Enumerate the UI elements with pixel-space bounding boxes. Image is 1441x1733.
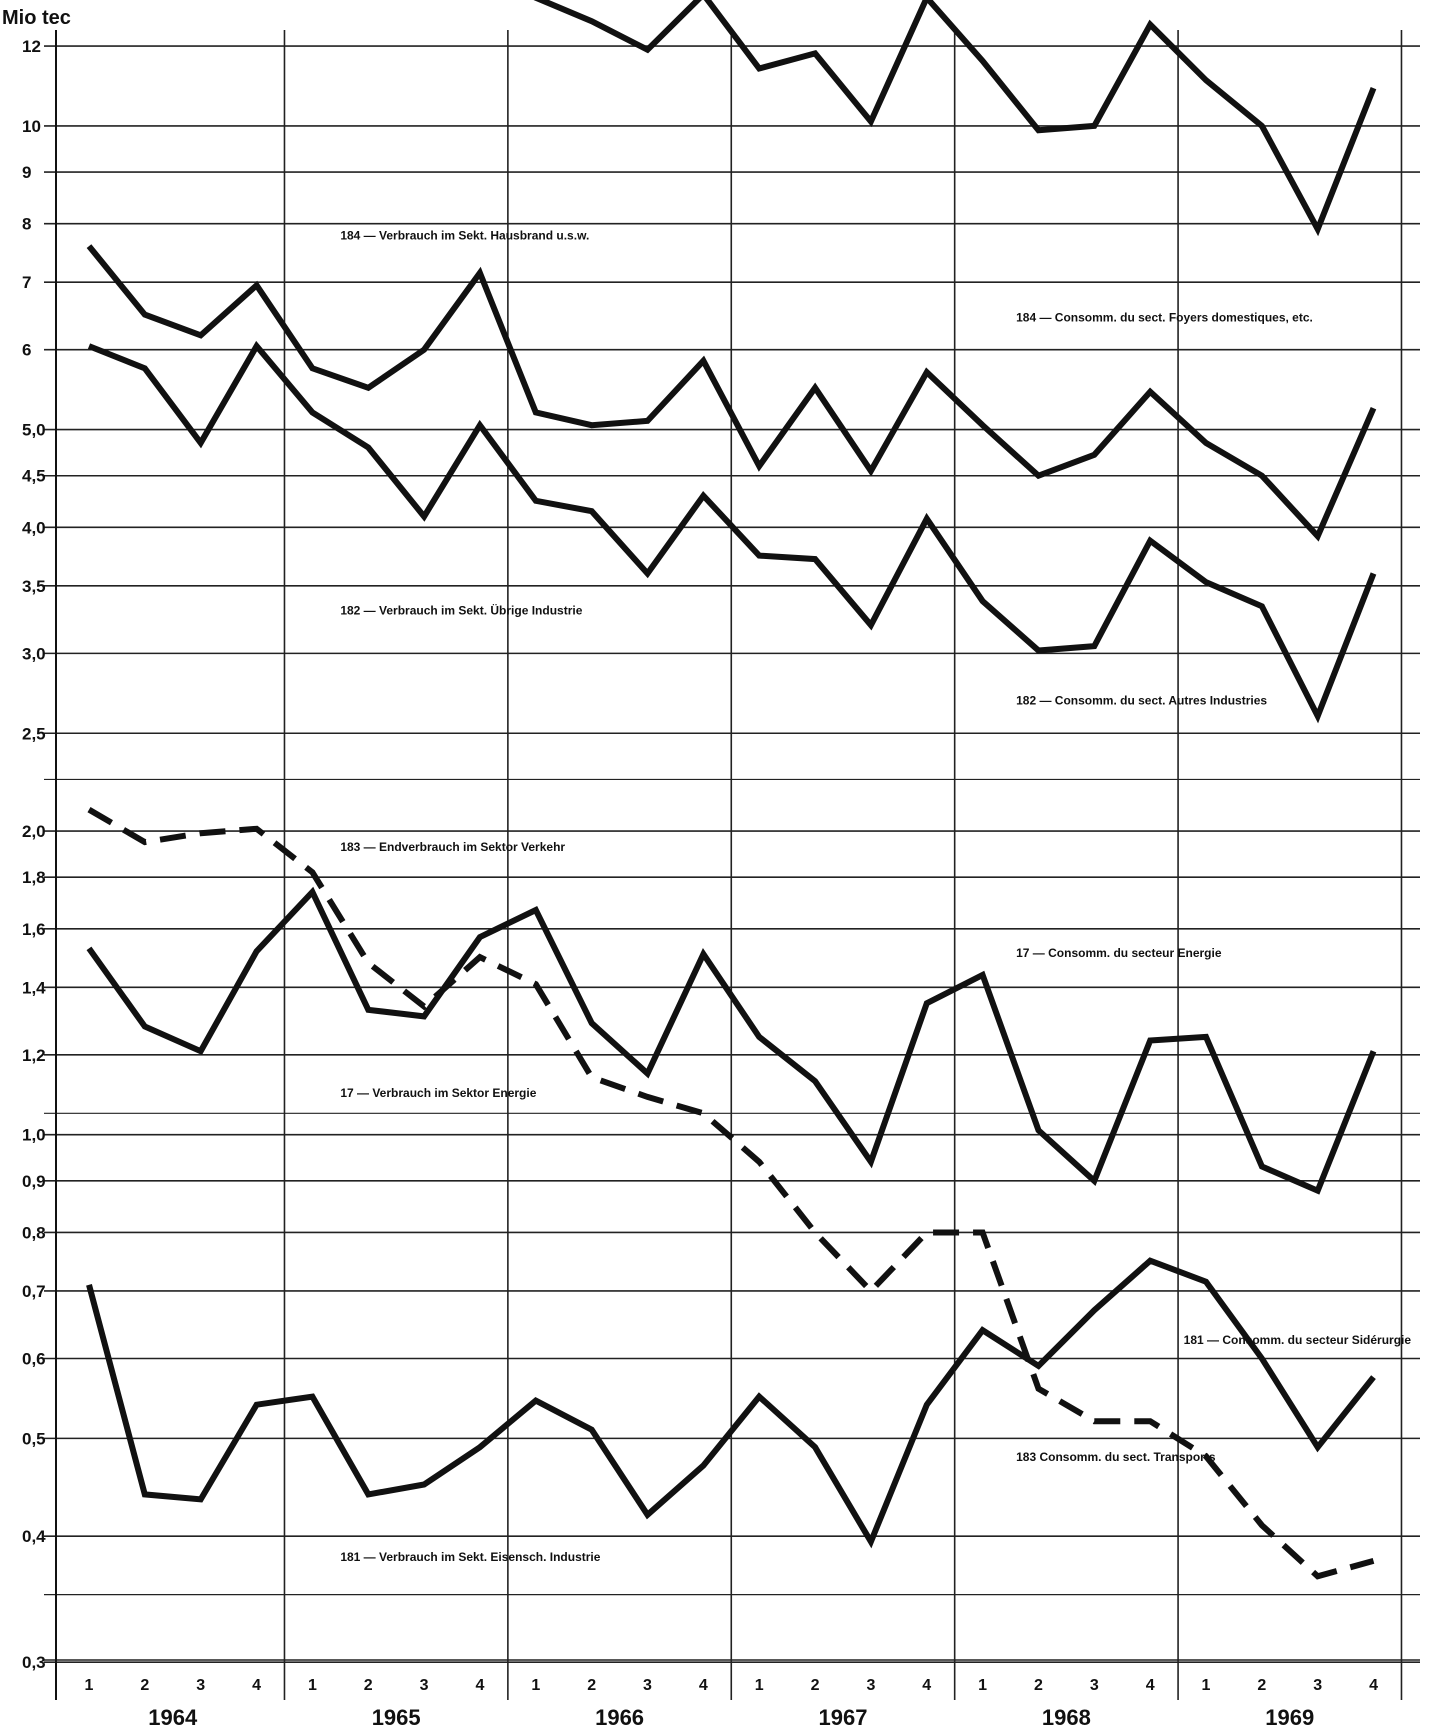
x-quarter-label: 4 [1369, 1677, 1378, 1694]
series-annotation-184: 184 — Consomm. du sect. Foyers domestiqu… [1016, 310, 1313, 324]
x-quarter-label: 3 [643, 1677, 652, 1694]
x-quarter-label: 1 [531, 1677, 540, 1694]
y-axis-unit-label: Mio tec [2, 7, 71, 29]
x-year-label: 1965 [372, 1705, 421, 1730]
y-tick-label: 10 [22, 117, 41, 136]
series-line-183 [87, 807, 1375, 1580]
series-annotation-183: 183 Consomm. du sect. Transports [1016, 1450, 1216, 1464]
series-lines [86, 0, 1377, 1580]
x-year-label: 1964 [148, 1705, 198, 1730]
series-annotation-182: 182 — Verbrauch im Sekt. Übrige Industri… [340, 602, 582, 617]
series-line-182 [87, 340, 1377, 724]
x-quarter-label: 2 [364, 1677, 373, 1694]
series-annotation-182: 182 — Consomm. du sect. Autres Industrie… [1016, 693, 1267, 707]
y-tick-label: 0,4 [22, 1527, 46, 1546]
y-tick-label: 4,5 [22, 467, 46, 486]
x-year-label: 1969 [1265, 1705, 1314, 1730]
y-tick-label: 2,5 [22, 724, 46, 743]
x-quarter-label: 4 [252, 1677, 261, 1694]
x-quarter-label: 3 [420, 1677, 429, 1694]
x-quarter-label: 3 [1090, 1677, 1099, 1694]
y-tick-label: 3,0 [22, 644, 46, 663]
y-tick-label: 1,2 [22, 1046, 46, 1065]
series-line-181 [86, 1257, 1376, 1549]
y-tick-label: 1,0 [22, 1126, 46, 1145]
series-line-17 [86, 886, 1377, 1195]
x-axis-year-labels: 1964 1965 1966 1967 1968 1969 [148, 1705, 1314, 1730]
y-tick-label: 9 [22, 163, 31, 182]
x-quarter-label: 4 [922, 1677, 931, 1694]
x-axis-quarter-labels: 1 2 3 4 1 2 3 4 1 2 3 4 1 2 3 4 1 2 3 4 1 2 3 4 [85, 1677, 1379, 1694]
x-quarter-label: 4 [1146, 1677, 1155, 1694]
x-quarter-label: 1 [308, 1677, 317, 1694]
x-quarter-label: 2 [811, 1677, 820, 1694]
x-quarter-label: 2 [1257, 1677, 1266, 1694]
y-tick-label: 12 [22, 37, 41, 56]
y-tick-label: 6 [22, 341, 31, 360]
y-tick-label: 1,8 [22, 868, 46, 887]
x-quarter-label: 2 [587, 1677, 596, 1694]
x-quarter-label: 4 [699, 1677, 708, 1694]
x-year-label: 1966 [595, 1705, 644, 1730]
y-tick-label: 7 [22, 273, 31, 292]
x-year-label: 1968 [1042, 1705, 1091, 1730]
y-axis-tick-labels: 20181614121098765,04,54,03,53,02,52,01,8… [22, 37, 46, 1672]
y-tick-label: 0,7 [22, 1282, 46, 1301]
year-gridlines [55, 30, 1403, 1700]
x-quarter-label: 4 [475, 1677, 484, 1694]
series-annotation-181: 181 — Verbrauch im Sekt. Eisensch. Indus… [340, 1550, 600, 1564]
y-tick-label: 0,5 [22, 1429, 46, 1448]
series-annotation-17: 17 — Consomm. du secteur Energie [1016, 946, 1222, 960]
y-tick-label: 1,6 [22, 920, 46, 939]
x-quarter-label: 2 [140, 1677, 149, 1694]
x-year-label: 1967 [818, 1705, 867, 1730]
y-tick-label: 4,0 [22, 518, 46, 537]
series-line-184 [86, 244, 1377, 542]
x-quarter-label: 1 [978, 1677, 987, 1694]
y-tick-label: 3,5 [22, 577, 46, 596]
x-quarter-label: 1 [755, 1677, 764, 1694]
y-tick-label: 0,6 [22, 1350, 46, 1369]
x-quarter-label: 1 [85, 1677, 94, 1694]
series-line-15 [533, 0, 1377, 237]
series-annotation-181: 181 — Consomm. du secteur Sidérurgie [1184, 1333, 1412, 1347]
series-annotation-17: 17 — Verbrauch im Sektor Energie [340, 1086, 536, 1100]
y-tick-label: 2,0 [22, 822, 46, 841]
y-tick-label: 8 [22, 215, 31, 234]
y-tick-label: 1,4 [22, 978, 46, 997]
series-annotation-184: 184 — Verbrauch im Sekt. Hausbrand u.s.w… [340, 228, 589, 242]
x-quarter-label: 3 [1313, 1677, 1322, 1694]
y-tick-label: 0,9 [22, 1172, 46, 1191]
x-quarter-label: 3 [196, 1677, 205, 1694]
y-tick-label: 0,8 [22, 1223, 46, 1242]
y-tick-label: 5,0 [22, 421, 46, 440]
x-quarter-label: 2 [1034, 1677, 1043, 1694]
x-quarter-label: 3 [866, 1677, 875, 1694]
x-quarter-label: 1 [1202, 1677, 1211, 1694]
series-annotations: 15 — Netto-Inlandsverbrauch15 — Consomm.… [340, 228, 1412, 1564]
y-tick-label: 0,3 [22, 1653, 46, 1672]
series-annotation-183: 183 — Endverbrauch im Sektor Verkehr [340, 840, 565, 854]
